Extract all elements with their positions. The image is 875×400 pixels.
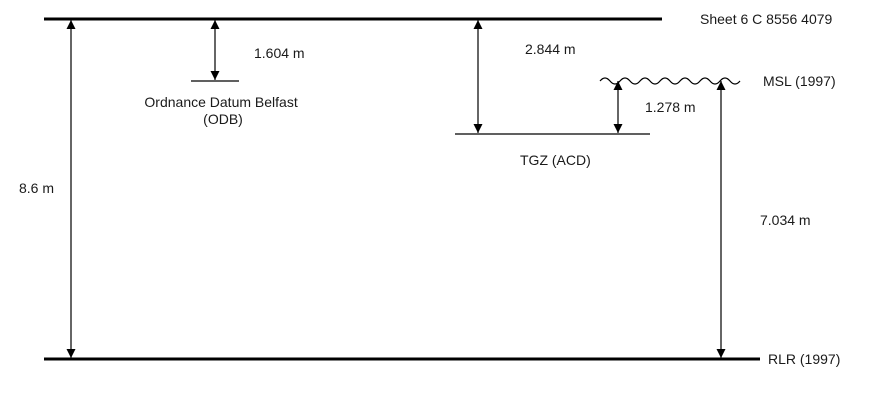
msl-to-rlr-value: 7.034 m [760,212,811,228]
sheet-to-rlr-value: 8.6 m [19,180,54,196]
rlr-label: RLR (1997) [768,351,840,367]
tgz-to-msl-value: 1.278 m [645,99,696,115]
sheet-to-odb-value: 1.604 m [254,45,305,61]
msl-label: MSL (1997) [763,73,836,89]
tgz-label: TGZ (ACD) [520,152,591,168]
odb-label-line2: (ODB) [203,111,243,127]
sheet-label: Sheet 6 C 8556 4079 [700,11,833,27]
odb-label: Ordnance Datum Belfast (ODB) [144,94,301,127]
msl-wave-line [599,77,741,85]
odb-label-line1: Ordnance Datum Belfast [144,94,297,110]
sheet-to-tgz-value: 2.844 m [525,41,576,57]
